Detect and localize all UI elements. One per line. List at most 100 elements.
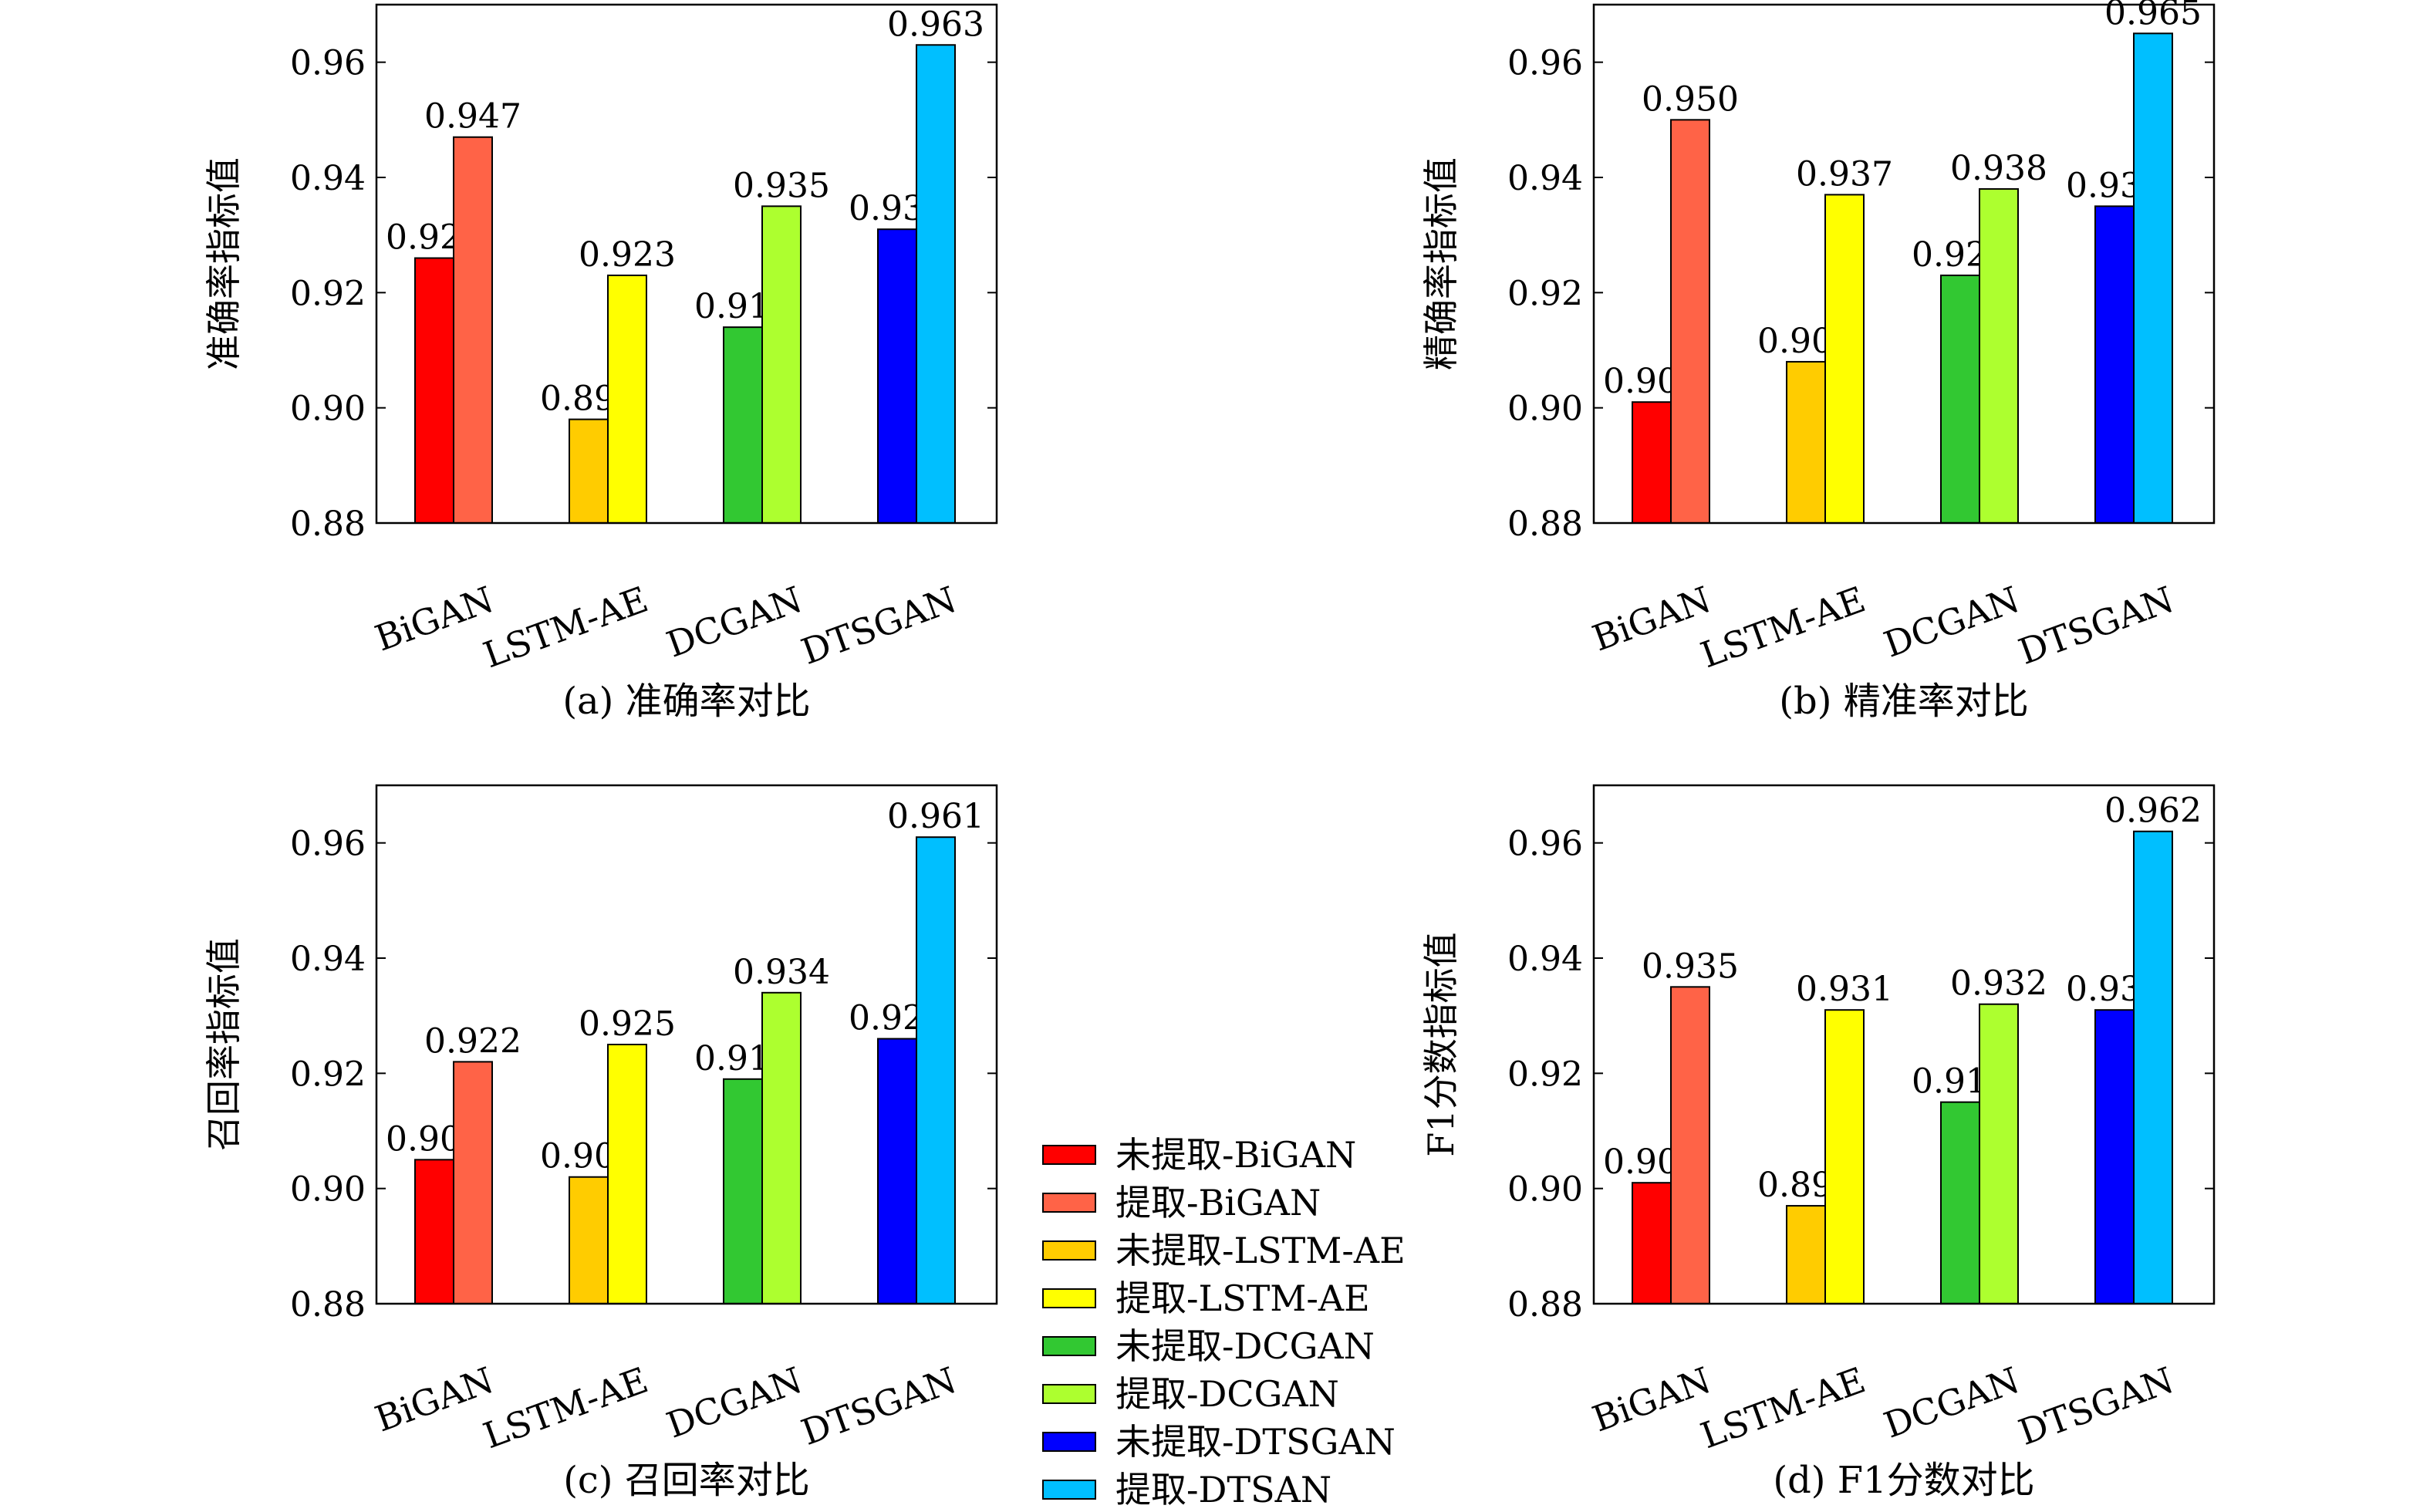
plot-frame — [375, 3, 998, 525]
plot-frame — [375, 784, 998, 1305]
x-tick-label: DTSGAN — [2013, 1359, 2179, 1453]
legend-label: 未提取-LSTM-AE — [1115, 1230, 1406, 1271]
y-tick-label: 0.96 — [1507, 44, 1583, 83]
bar-bigan-extracted — [1670, 986, 1710, 1305]
bar-bigan-raw — [1632, 1182, 1672, 1304]
bar-dcgan-raw — [723, 1078, 763, 1305]
bar-bigan-extracted — [453, 136, 493, 524]
data-label: 0.935 — [1642, 947, 1739, 986]
data-label: 0.950 — [1642, 79, 1739, 119]
plot-frame — [1592, 3, 2216, 525]
subplot-d: 0.880.900.920.940.960.9010.935BiGAN0.897… — [1420, 784, 2216, 1502]
bar-bigan-raw — [414, 257, 454, 524]
bar-dcgan-extracted — [761, 205, 802, 524]
y-tick-label: 0.94 — [290, 940, 366, 979]
y-tick-label: 0.92 — [290, 274, 366, 313]
y-axis-label: F1分数指标值 — [1420, 932, 1462, 1156]
x-tick-label: LSTM-AE — [1696, 579, 1871, 677]
data-label: 0.934 — [733, 953, 830, 992]
x-tick-label: DCGAN — [661, 579, 808, 666]
bar-lstm-ae-raw — [1786, 360, 1826, 524]
bar-bigan-raw — [414, 1159, 454, 1305]
legend-swatch — [1042, 1240, 1096, 1261]
legend-label: 提取-LSTM-AE — [1115, 1277, 1370, 1319]
y-tick-label: 0.92 — [1507, 1055, 1583, 1094]
plot-frame — [1592, 784, 2216, 1305]
x-tick-label: LSTM-AE — [478, 579, 653, 677]
bar-dtsgan-extracted — [2133, 830, 2173, 1304]
subplot-caption: (d) F1分数对比 — [1773, 1459, 2034, 1502]
y-tick-label: 0.90 — [1507, 390, 1583, 429]
legend-label: 提取-DTSAN — [1115, 1469, 1331, 1510]
y-tick-label: 0.90 — [290, 390, 366, 429]
y-axis-label: 准确率指标值 — [203, 157, 245, 370]
subplot-caption: (b) 精准率对比 — [1779, 680, 2028, 723]
y-tick-label: 0.90 — [1507, 1170, 1583, 1210]
subplot-c: 0.880.900.920.940.960.9050.922BiGAN0.902… — [203, 784, 998, 1502]
bar-lstm-ae-extracted — [1824, 194, 1865, 524]
bar-dcgan-extracted — [1979, 1003, 2019, 1304]
bar-dtsgan-raw — [2094, 205, 2135, 524]
y-axis-label: 召回率指标值 — [203, 938, 245, 1151]
y-axis-label: 精确率指标值 — [1420, 157, 1462, 370]
y-tick-label: 0.92 — [290, 1055, 366, 1094]
bar-lstm-ae-extracted — [607, 274, 647, 524]
data-label: 0.947 — [424, 97, 521, 137]
data-label: 0.932 — [1950, 964, 2047, 1004]
bar-bigan-raw — [1632, 401, 1672, 525]
x-tick-label: LSTM-AE — [478, 1359, 653, 1457]
x-tick-label: BiGAN — [1587, 1359, 1716, 1440]
x-tick-label: DTSGAN — [796, 1359, 962, 1453]
subplot-caption: (c) 召回率对比 — [563, 1459, 810, 1502]
bar-dtsgan-raw — [877, 228, 917, 524]
data-label: 0.923 — [579, 235, 676, 275]
y-tick-label: 0.96 — [1507, 825, 1583, 864]
data-label: 0.935 — [733, 166, 830, 205]
bar-dcgan-raw — [723, 326, 763, 524]
legend-label: 提取-BiGAN — [1115, 1182, 1321, 1223]
x-tick-label: DTSGAN — [796, 579, 962, 673]
data-label: 0.938 — [1950, 149, 2047, 188]
y-tick-label: 0.96 — [290, 825, 366, 864]
data-label: 0.931 — [1796, 970, 1893, 1009]
subplot-b: 0.880.900.920.940.960.9010.950BiGAN0.908… — [1420, 0, 2216, 723]
legend: 未提取-BiGAN 提取-BiGAN 未提取-LSTM-AE 提取-LSTM-AE 未提… — [1042, 1134, 1406, 1510]
legend-swatch — [1042, 1384, 1096, 1404]
y-tick-label: 0.94 — [290, 159, 366, 198]
y-tick-label: 0.88 — [290, 1285, 366, 1325]
y-tick-label: 0.88 — [290, 505, 366, 544]
bar-dtsgan-raw — [877, 1038, 917, 1304]
legend-swatch — [1042, 1336, 1096, 1356]
x-tick-label: DCGAN — [661, 1359, 808, 1446]
data-label: 0.963 — [887, 5, 984, 44]
y-tick-label: 0.88 — [1507, 1285, 1583, 1325]
bar-dcgan-raw — [1940, 1101, 1980, 1304]
data-label: 0.925 — [579, 1004, 676, 1044]
y-tick-label: 0.88 — [1507, 505, 1583, 544]
subplot-a: 0.880.900.920.940.960.9260.947BiGAN0.898… — [203, 3, 998, 723]
bar-dcgan-extracted — [761, 991, 802, 1305]
bar-dcgan-raw — [1940, 274, 1980, 524]
subplot-caption: (a) 准确率对比 — [562, 680, 810, 723]
bar-dtsgan-raw — [2094, 1009, 2135, 1304]
x-tick-label: BiGAN — [370, 1359, 499, 1440]
bar-dtsgan-extracted — [2133, 32, 2173, 525]
y-tick-label: 0.96 — [290, 44, 366, 83]
bar-dtsgan-extracted — [916, 836, 956, 1304]
x-tick-label: BiGAN — [370, 579, 499, 660]
bar-lstm-ae-raw — [1786, 1205, 1826, 1304]
bar-bigan-extracted — [453, 1061, 493, 1305]
x-tick-label: BiGAN — [1587, 579, 1716, 660]
y-tick-label: 0.94 — [1507, 159, 1583, 198]
bar-lstm-ae-raw — [569, 418, 609, 524]
x-tick-label: DCGAN — [1878, 1359, 2025, 1446]
x-tick-label: LSTM-AE — [1696, 1359, 1871, 1457]
bar-lstm-ae-raw — [569, 1176, 609, 1304]
x-tick-label: DCGAN — [1878, 579, 2025, 666]
data-label: 0.962 — [2104, 791, 2202, 831]
bar-bigan-extracted — [1670, 119, 1710, 525]
legend-swatch — [1042, 1193, 1096, 1213]
legend-swatch — [1042, 1432, 1096, 1452]
y-tick-label: 0.92 — [1507, 274, 1583, 313]
